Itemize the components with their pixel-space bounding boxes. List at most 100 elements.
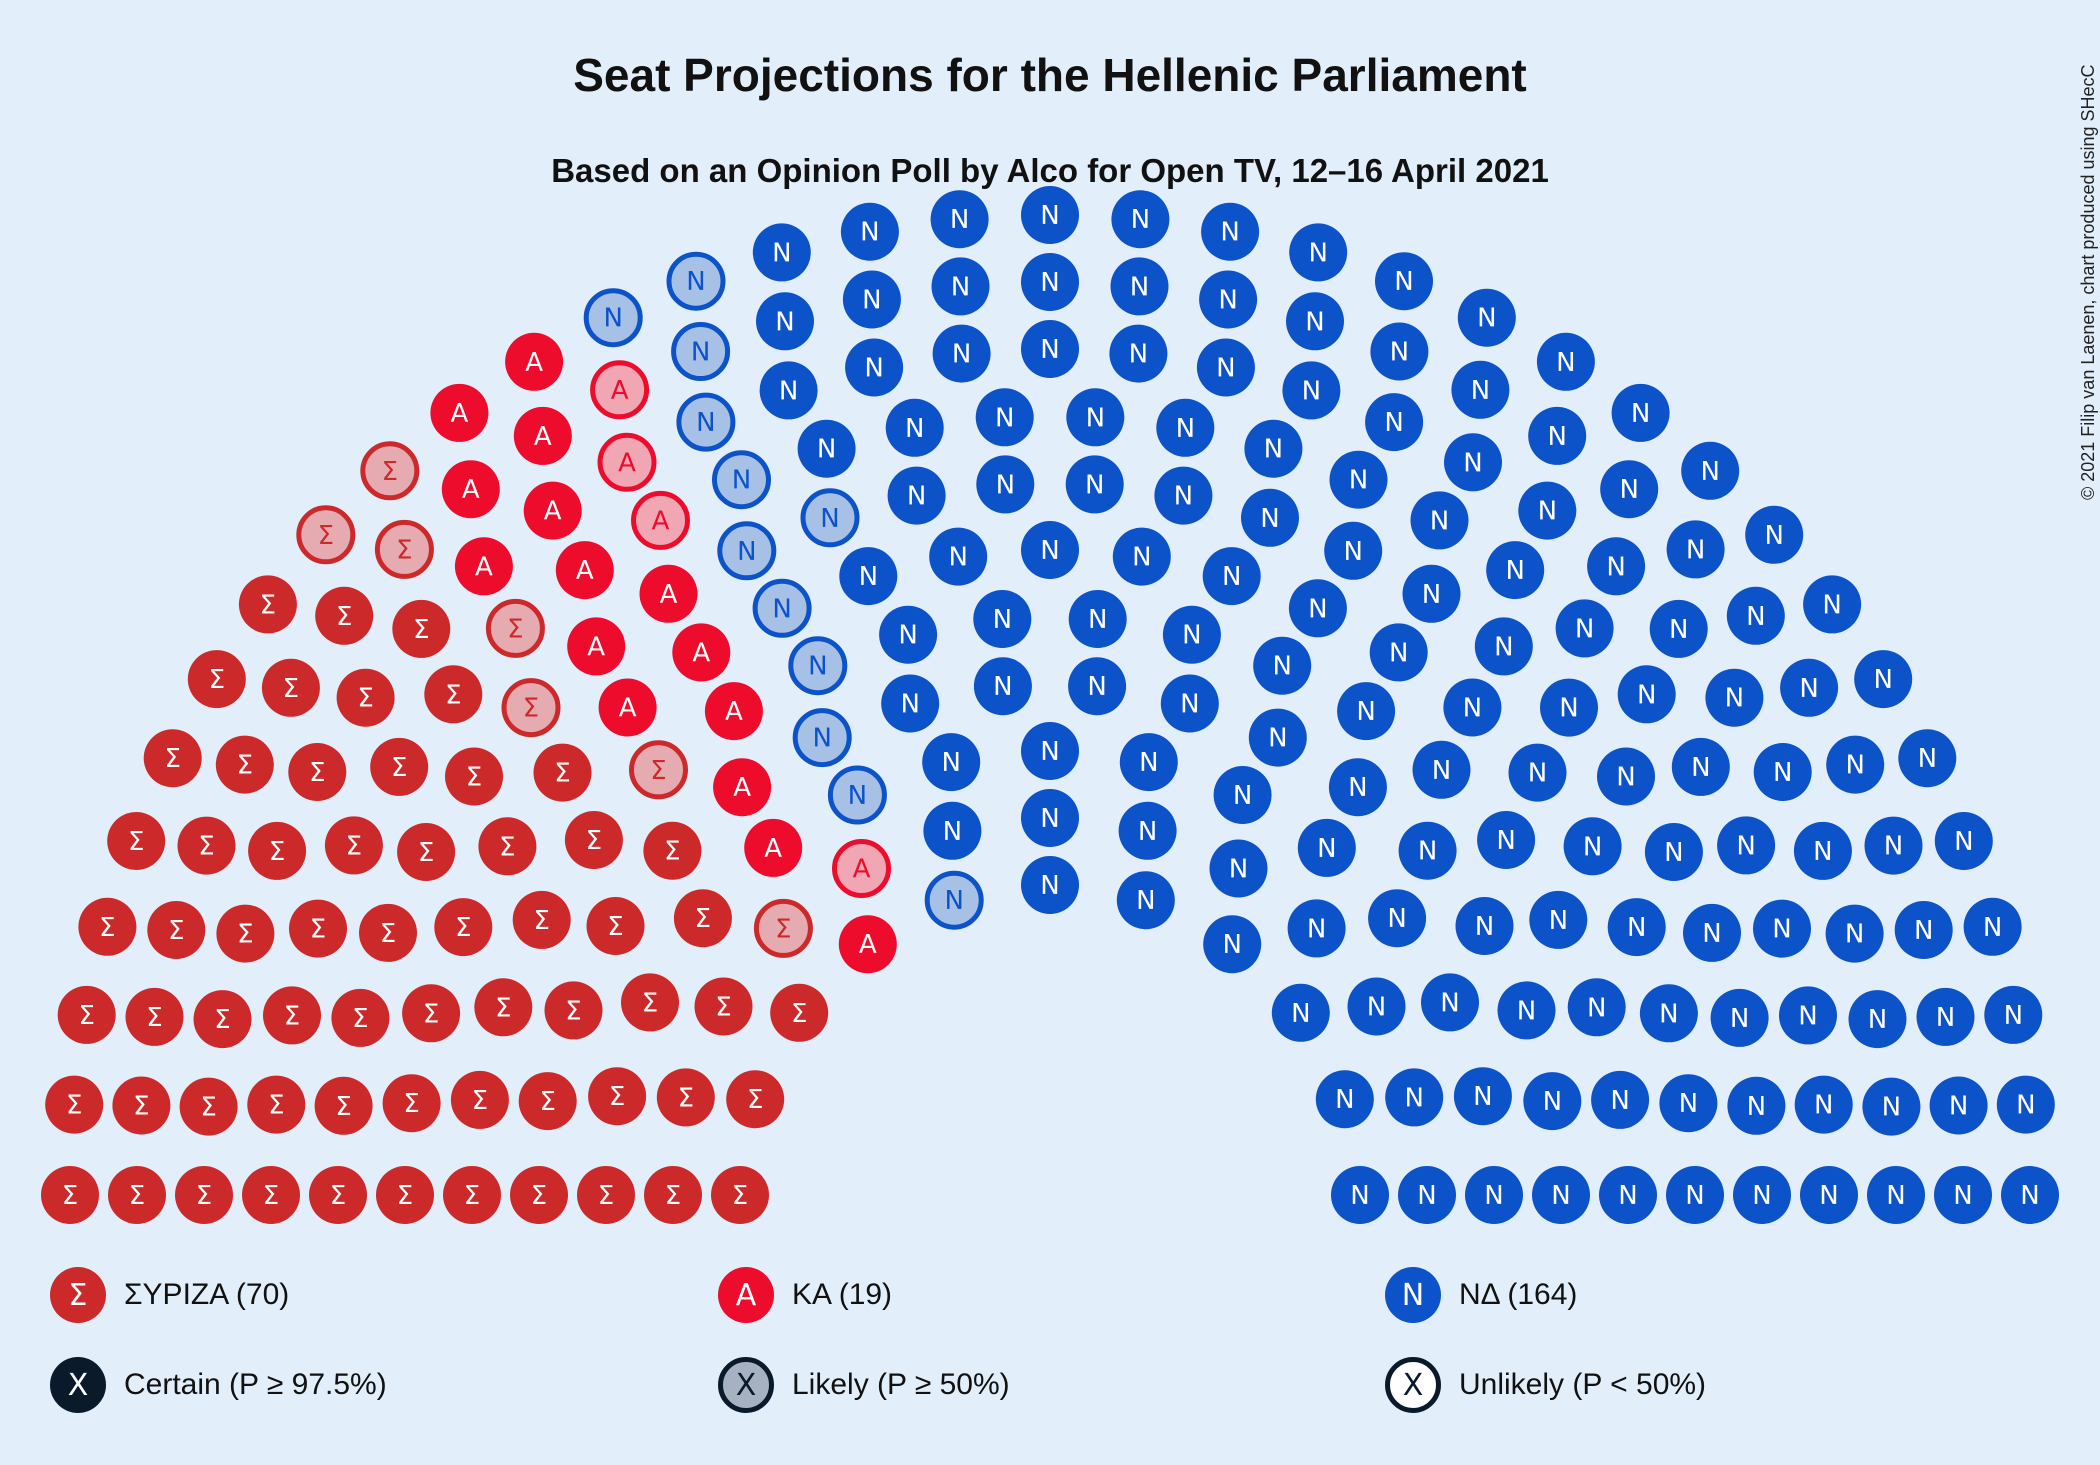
seat: Ν <box>1109 324 1168 383</box>
seat-circle <box>1800 1166 1858 1224</box>
seat-symbol: Σ <box>78 1001 94 1031</box>
seat-symbol: Ν <box>1730 1004 1749 1034</box>
seat-circle <box>501 678 561 738</box>
seat-symbol: Ν <box>737 537 756 567</box>
seat-symbol: Ν <box>1216 354 1235 384</box>
seat-circle <box>1156 398 1215 457</box>
seat: Ν <box>1248 708 1307 767</box>
seat-circle <box>1474 617 1533 676</box>
seat-symbol: Α <box>733 773 751 803</box>
seat-circle <box>1681 441 1740 500</box>
legend-unlikely: X Unlikely (P < 50%) <box>1385 1355 1706 1415</box>
seat-symbol: Ν <box>1619 475 1638 505</box>
seat-symbol: Σ <box>237 751 253 781</box>
seat-symbol: Ν <box>1264 435 1283 465</box>
seat-symbol: Ν <box>1953 1181 1972 1211</box>
seat-circle <box>1329 450 1388 509</box>
seat: Σ <box>57 985 116 1044</box>
seat: Σ <box>324 816 383 875</box>
seat-symbol: Ν <box>1307 914 1326 944</box>
seat: Σ <box>336 668 395 727</box>
seat-circle <box>143 729 202 788</box>
seat-circle <box>1587 537 1646 596</box>
seat-circle <box>1253 636 1312 695</box>
seat: Ν <box>1253 636 1312 695</box>
seat: Α <box>555 541 614 600</box>
seat-circle <box>187 650 246 709</box>
seat-circle <box>263 986 321 1045</box>
seat-circle <box>450 1070 509 1129</box>
seat-symbol: Ν <box>1130 272 1149 302</box>
seat: Ν <box>1934 1166 1992 1224</box>
seat-symbol: Ν <box>1610 1086 1629 1116</box>
seat: Ν <box>1659 1074 1718 1133</box>
seat-symbol: Α <box>692 638 710 668</box>
seat: Ν <box>1324 521 1383 580</box>
seat: Ν <box>1528 406 1587 465</box>
seat-symbol: Ν <box>1700 457 1719 487</box>
legend-syriza-label: ΣΥΡΙΖΑ (70) <box>124 1278 290 1311</box>
seat: Ν <box>1825 904 1884 963</box>
seat-circle <box>1528 406 1587 465</box>
seat-circle <box>1793 821 1852 880</box>
seat-symbol: Ν <box>862 286 881 316</box>
seat: Ν <box>1410 491 1469 550</box>
seat: Σ <box>510 1166 568 1224</box>
seat: Α <box>430 383 489 442</box>
seat: Σ <box>382 1074 441 1133</box>
seat: Ν <box>1021 320 1079 378</box>
seat-symbol: Ν <box>1305 307 1324 337</box>
seat-circle <box>1337 682 1396 741</box>
seat: Σ <box>501 678 561 738</box>
seat-symbol: Ν <box>952 340 971 370</box>
seat-symbol: Ν <box>1349 466 1368 496</box>
seat: Ν <box>1021 186 1079 244</box>
seat-symbol: Ν <box>1463 694 1482 724</box>
seat-symbol: Ν <box>1473 1082 1492 1112</box>
seat: Ν <box>792 708 852 768</box>
seat-symbol: Ν <box>1430 506 1449 536</box>
seat-circle <box>644 1166 702 1224</box>
seat-circle <box>324 816 383 875</box>
seat: Ν <box>1068 657 1127 716</box>
seat-symbol: Ν <box>1218 286 1237 316</box>
seat-circle <box>1518 481 1577 540</box>
seat: Σ <box>518 1072 577 1131</box>
seat-circle <box>518 1072 577 1131</box>
seat-circle <box>1412 740 1471 799</box>
seat-symbol: Σ <box>664 837 680 867</box>
seat-circle <box>1271 983 1330 1042</box>
seat-circle <box>238 575 297 634</box>
seat-circle <box>193 990 252 1049</box>
seat: Σ <box>78 897 137 956</box>
seat-symbol: Ν <box>775 307 794 337</box>
seat-circle <box>845 338 904 397</box>
seat-circle <box>1287 899 1346 958</box>
seat-symbol: Ν <box>1348 773 1367 803</box>
seat-symbol: Σ <box>260 590 276 620</box>
seat-circle <box>1532 1166 1590 1224</box>
seat: Ν <box>1021 789 1079 847</box>
seat-symbol: Ν <box>1747 1092 1766 1122</box>
seat-circle <box>1794 1075 1853 1134</box>
seat: Ν <box>1848 990 1907 1049</box>
seat-circle <box>57 985 116 1044</box>
seat-symbol: Ν <box>1343 537 1362 567</box>
seat: Ν <box>1368 889 1427 948</box>
seat-circle <box>1068 657 1127 716</box>
seat: Σ <box>564 811 623 869</box>
seat-circle <box>309 1166 367 1224</box>
seat: Ν <box>1286 292 1344 351</box>
seat: Ν <box>1370 322 1429 381</box>
seat-circle <box>1201 202 1260 261</box>
seat: Σ <box>242 1166 300 1224</box>
seat: Ν <box>756 292 814 351</box>
seat-symbol: Σ <box>164 744 180 774</box>
seat-circle <box>1421 973 1479 1032</box>
seat-circle <box>1112 527 1171 586</box>
seat: Ν <box>1443 678 1502 737</box>
seat-circle <box>885 398 944 457</box>
seat: Α <box>598 678 657 737</box>
seat-circle <box>887 466 946 525</box>
seat: Σ <box>376 1166 434 1224</box>
